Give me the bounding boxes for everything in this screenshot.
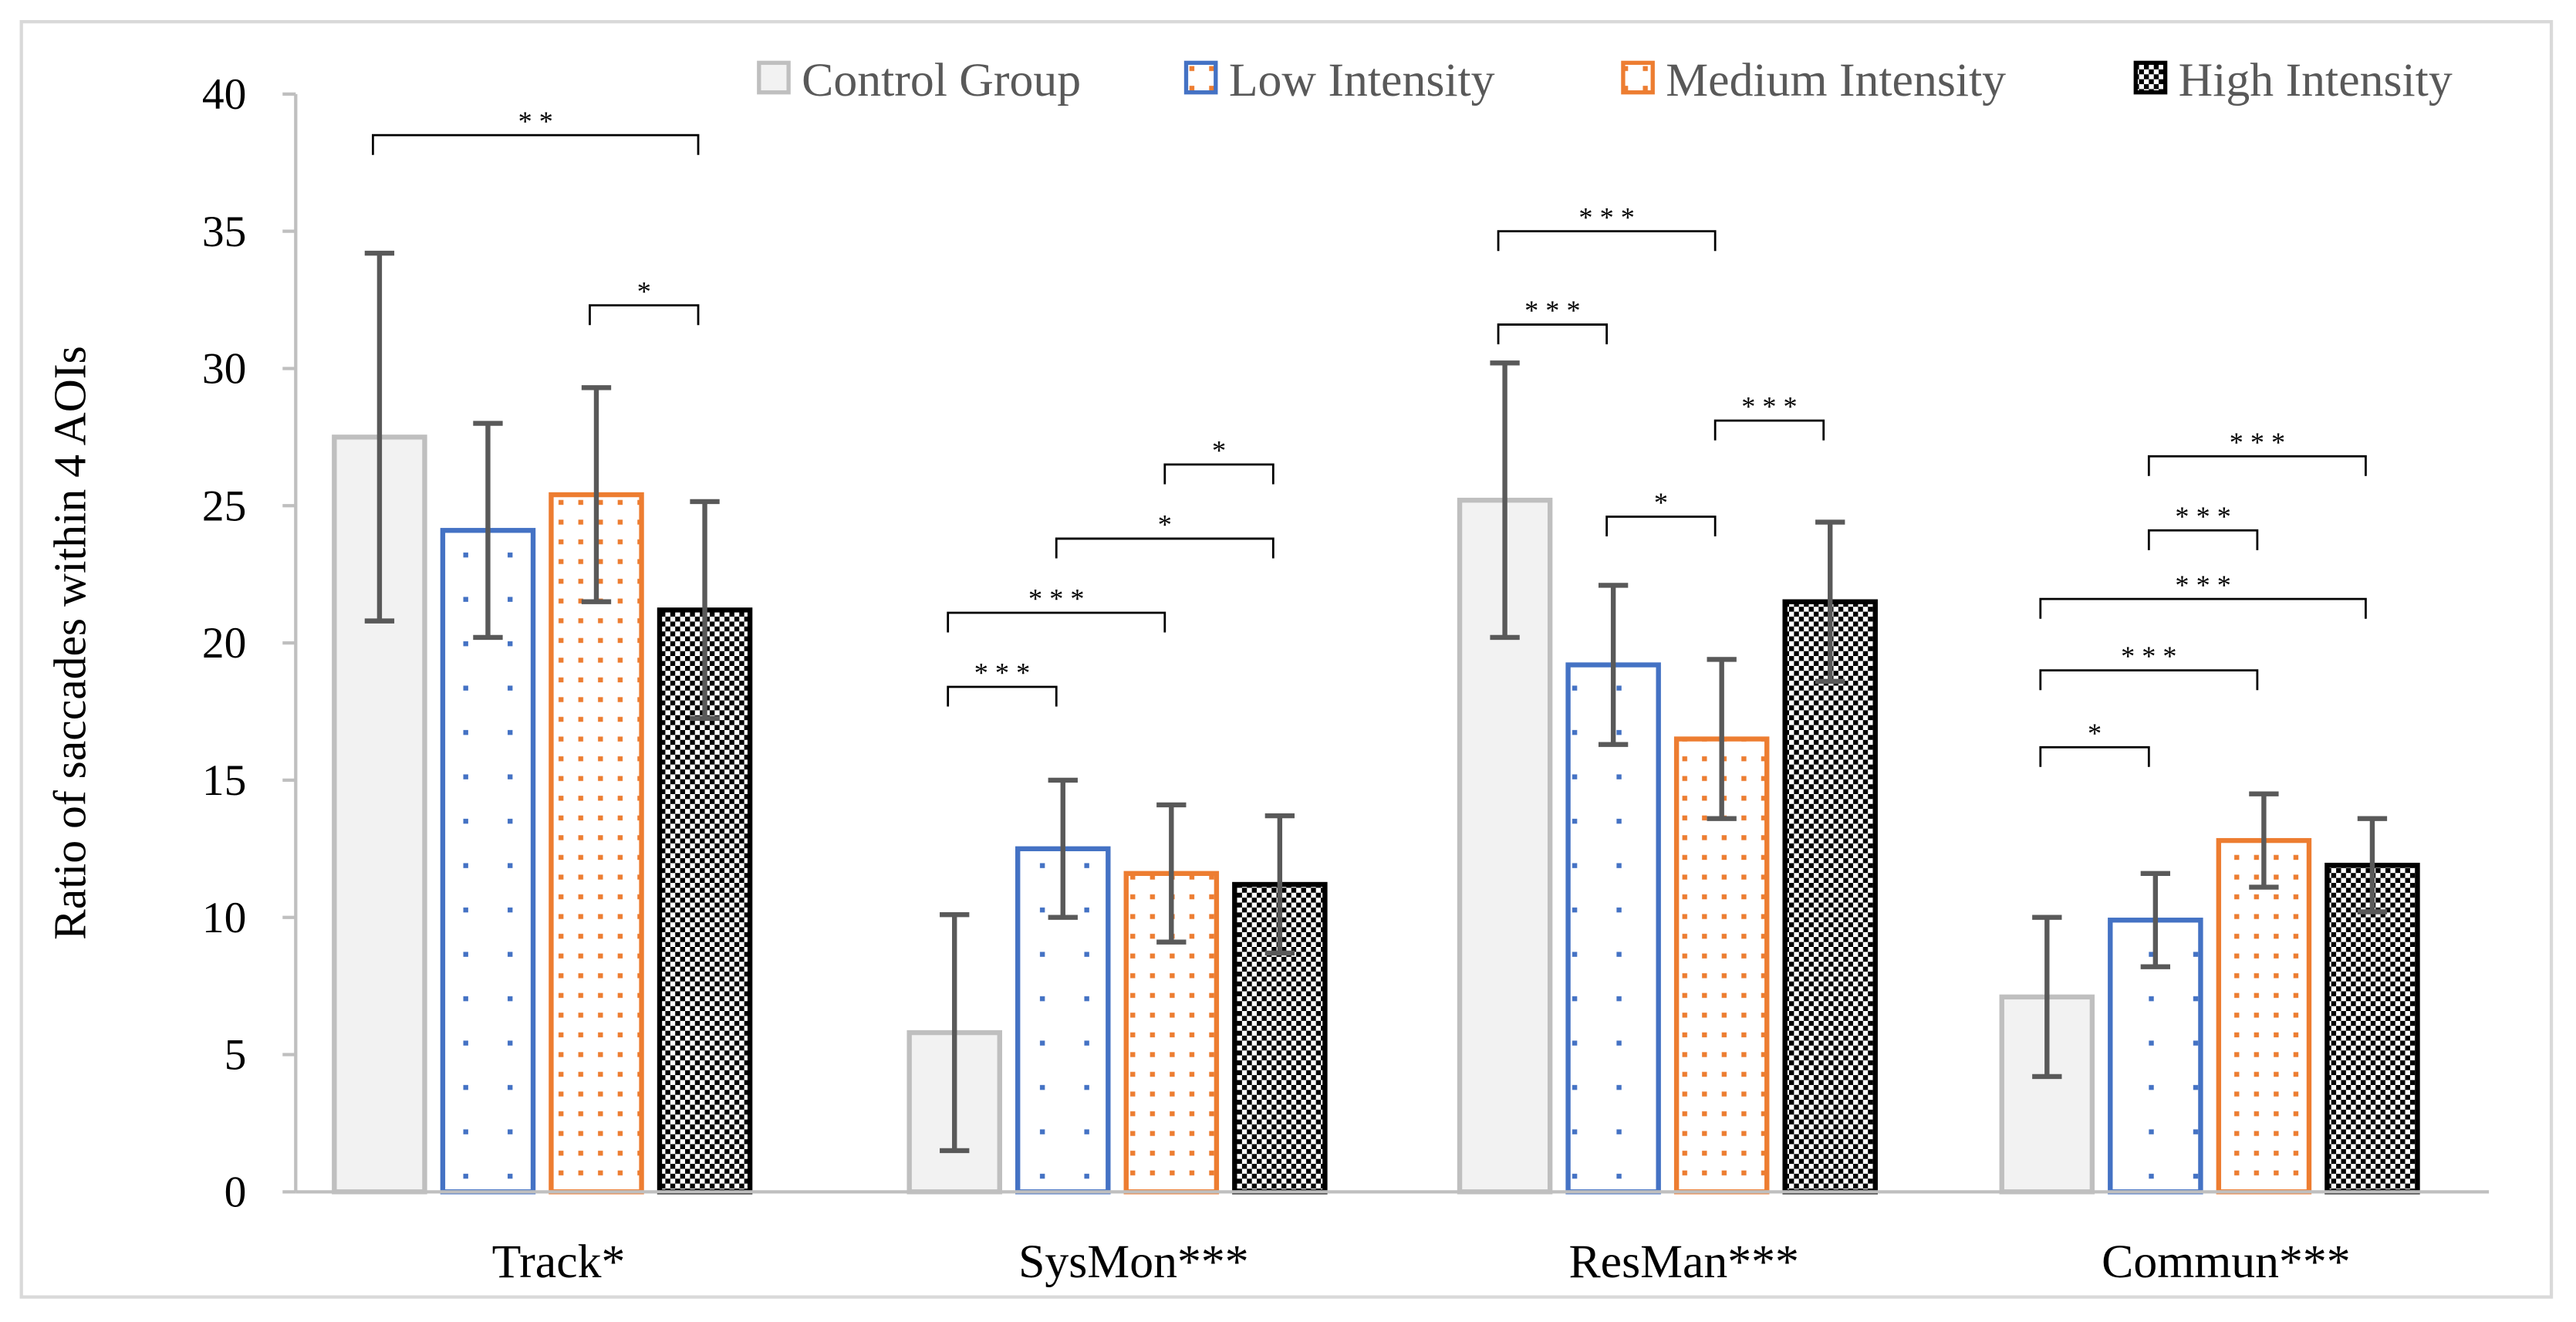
significance-label: * * * xyxy=(2230,427,2285,458)
x-tick-label: Track* xyxy=(492,1236,626,1288)
significance-label: * xyxy=(1212,435,1226,466)
y-axis-label: Ratio of saccades within 4 AOIs xyxy=(45,346,96,940)
x-tick-label: SysMon*** xyxy=(1018,1236,1249,1288)
significance-bracket xyxy=(1055,537,1274,559)
significance-brackets: * * * * * * * * * * * * * * * * * * * * * * * * * *… xyxy=(372,106,2367,767)
error-bar xyxy=(1490,360,1520,641)
significance-bracket xyxy=(2039,746,2150,767)
error-bar xyxy=(1598,583,1629,747)
y-tick-label: 0 xyxy=(225,1168,247,1216)
significance-label: * * * xyxy=(1741,391,1797,422)
error-bar xyxy=(473,421,503,641)
significance-bracket xyxy=(1605,516,1717,537)
legend: Control Group Low Intensity Medium Intensi… xyxy=(757,54,2453,107)
error-bar xyxy=(1264,813,1295,956)
error-bar xyxy=(1707,657,1737,821)
significance-bracket xyxy=(2147,529,2259,550)
x-tick-label: Commun*** xyxy=(2102,1236,2351,1288)
bar-high-intensity xyxy=(1782,599,1878,1195)
legend-label: Low Intensity xyxy=(1229,54,1495,107)
y-tick-label: 10 xyxy=(202,894,246,942)
error-bar xyxy=(690,499,720,722)
error-bar xyxy=(581,385,612,604)
y-tick-label: 20 xyxy=(202,619,246,668)
legend-swatch xyxy=(757,60,791,95)
legend-swatch xyxy=(1621,60,1655,95)
significance-bracket xyxy=(1163,463,1274,485)
error-bar xyxy=(364,250,395,624)
significance-bracket xyxy=(2039,597,2367,619)
significance-label: * * * xyxy=(2121,641,2176,671)
y-axis: 0 5 10 15 20 25 30 35 40 xyxy=(202,70,296,1216)
significance-bracket xyxy=(2039,669,2259,691)
y-tick-label: 5 xyxy=(225,1031,247,1080)
significance-bracket xyxy=(1497,323,1609,345)
bar-low-intensity xyxy=(1565,662,1661,1195)
significance-bracket xyxy=(947,611,1166,633)
legend-label: Control Group xyxy=(802,54,1081,107)
significance-bracket xyxy=(372,134,700,155)
legend-label: High Intensity xyxy=(2179,54,2453,107)
significance-label: * xyxy=(1654,487,1668,518)
error-bar xyxy=(2357,816,2388,915)
error-bar xyxy=(2032,915,2062,1080)
error-bar xyxy=(940,911,970,1154)
error-bar xyxy=(2249,791,2279,890)
significance-bracket xyxy=(1713,419,1825,441)
significance-label: * * * xyxy=(1524,295,1580,326)
legend-label: Medium Intensity xyxy=(1666,54,2006,107)
legend-swatch xyxy=(1183,60,1218,95)
significance-label: * * * xyxy=(1578,201,1634,232)
error-bar xyxy=(1156,802,1187,945)
y-tick-label: 30 xyxy=(202,345,246,394)
x-axis: Track* SysMon*** ResMan*** Commun*** xyxy=(492,1236,2351,1288)
error-bar xyxy=(1815,519,1845,685)
bar-low-intensity xyxy=(440,528,536,1195)
significance-label: * * * xyxy=(2175,570,2230,600)
legend-swatch xyxy=(2133,60,2168,95)
y-tick-label: 35 xyxy=(202,208,246,256)
significance-bracket xyxy=(1497,230,1717,252)
bar-medium-intensity xyxy=(2216,837,2312,1195)
significance-label: * * xyxy=(518,106,553,137)
significance-label: * * * xyxy=(1028,583,1084,614)
error-bar xyxy=(1048,777,1078,920)
significance-label: * * * xyxy=(2175,501,2230,532)
significance-label: * xyxy=(637,276,651,306)
significance-label: * xyxy=(1158,509,1172,540)
x-tick-label: ResMan*** xyxy=(1568,1236,1798,1288)
y-tick-label: 40 xyxy=(202,70,246,119)
significance-bracket xyxy=(2147,455,2367,476)
significance-label: * * * xyxy=(974,658,1030,688)
significance-bracket xyxy=(589,304,700,326)
error-bar xyxy=(2140,871,2171,969)
significance-label: * xyxy=(2088,718,2102,749)
y-tick-label: 25 xyxy=(202,482,246,530)
significance-bracket xyxy=(947,685,1058,707)
y-tick-label: 15 xyxy=(202,756,246,805)
